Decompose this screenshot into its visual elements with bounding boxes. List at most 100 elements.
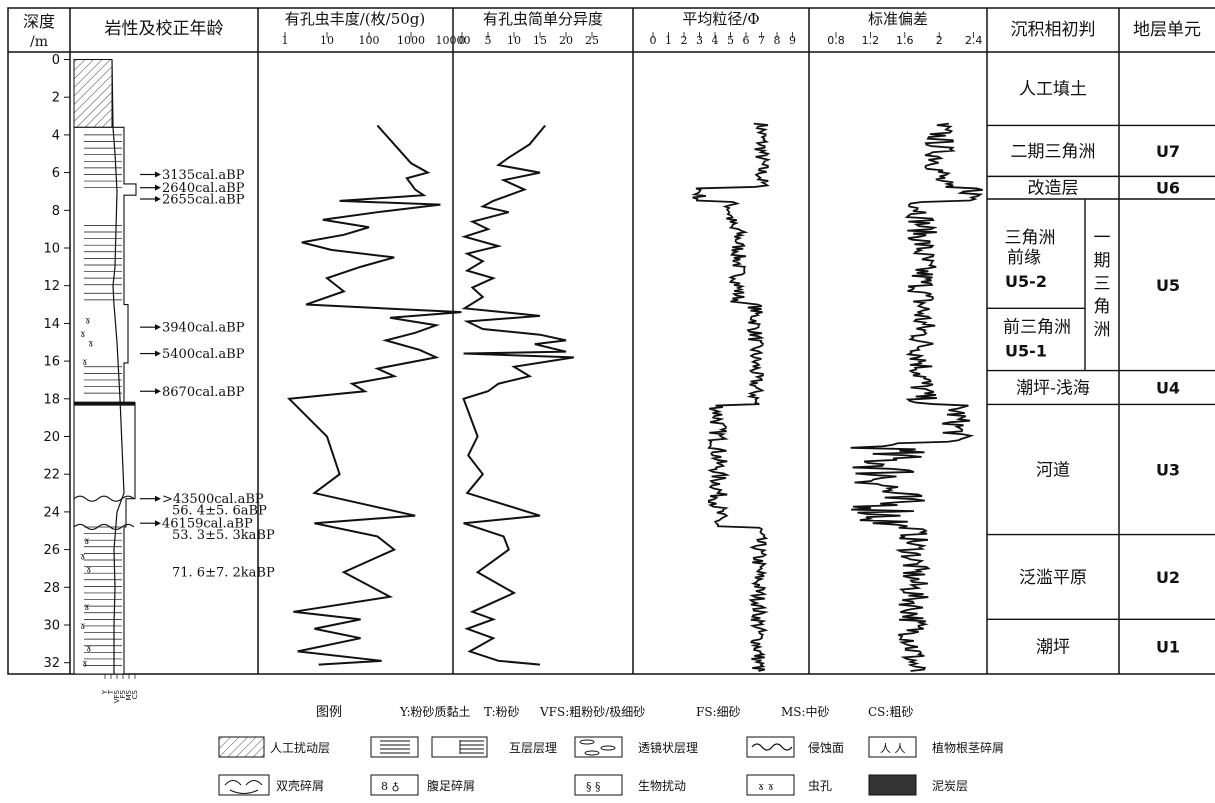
depth-tick-label: 24 (43, 505, 60, 520)
div-tick-label: 15 (533, 34, 547, 47)
unit-label: U6 (1156, 179, 1180, 198)
age-arrowhead (155, 350, 161, 357)
age-label: 46159cal.aBP (162, 517, 253, 532)
legend-lens (579, 739, 595, 745)
legend-burrow-glyph: ɤ ɤ (758, 780, 774, 793)
column-frames (7, 7, 1215, 675)
grain-tick-label: 3 (696, 34, 703, 47)
facies-vertical-char: 一 (1094, 228, 1111, 248)
peat-layer (74, 401, 135, 406)
legend-grain-key: Y:粉砂质黏土 (399, 705, 470, 719)
erosion-surface (73, 495, 135, 502)
header-depth-1: 深度 (23, 12, 55, 31)
legend-label: 生物扰动 (638, 779, 686, 793)
burrow-mark: ɤ (85, 316, 91, 327)
facies-label: 改造层 (1028, 179, 1079, 199)
grain-tick-label: 1 (665, 34, 672, 47)
age-arrowhead (155, 184, 161, 191)
legend-label: 互层层理 (509, 741, 557, 755)
depth-tick-label: 14 (43, 317, 60, 332)
depth-tick-label: 12 (43, 279, 60, 294)
age-label: 3135cal.aBP (162, 168, 245, 183)
sd-tick-label: 2.4 (965, 34, 983, 47)
grain-scale-letter: T (107, 689, 115, 695)
facies-label: 潮坪 (1036, 638, 1070, 658)
header-lith: 岩性及校正年龄 (105, 19, 224, 39)
age-arrowhead (155, 520, 161, 527)
depth-tick-label: 4 (52, 128, 60, 143)
facies-label: 泛滥平原 (1019, 568, 1087, 588)
legend-title: 图例 (316, 705, 342, 720)
unit-label: U2 (1156, 568, 1180, 587)
legend-swatch-erosion (746, 736, 795, 758)
age-label: 5400cal.aBP (162, 347, 245, 362)
header-depth-2: /m (30, 34, 48, 50)
facies-label: 前缘 (1007, 248, 1041, 268)
legend-swatch-interbed-1 (370, 736, 419, 758)
legend-swatch-roots (868, 736, 917, 758)
legend-swatch-burrow (746, 774, 795, 796)
unit-label: U3 (1156, 460, 1180, 479)
div-tick-label: 0 (459, 34, 466, 47)
sd-tick-label: 1.6 (896, 34, 914, 47)
depth-tick-label: 2 (52, 91, 60, 106)
grain-tick-label: 9 (789, 34, 796, 47)
burrow-mark: ɤ (88, 338, 94, 349)
header-grain: 平均粒径/Φ (682, 10, 759, 28)
grain-tick-label: 2 (681, 34, 688, 47)
depth-tick-label: 8 (52, 204, 60, 219)
grain-tick-label: 6 (743, 34, 750, 47)
header-sd: 标准偏差 (868, 10, 928, 28)
facies-label: 潮坪-浅海 (1016, 378, 1090, 398)
legend-swatch-bioturbation (574, 774, 623, 796)
age-arrowhead (155, 388, 161, 395)
legend-label: 虫孔 (808, 779, 832, 793)
age-label: 2655cal.aBP (162, 192, 245, 207)
diversity-curve (461, 124, 574, 666)
age-arrowhead (155, 495, 161, 502)
sd-tick-label: 1.2 (862, 34, 880, 47)
burrow-mark: ɤ (84, 536, 90, 547)
legend-swatch-bivalve (218, 774, 270, 796)
grain-size-curve (691, 122, 771, 672)
burrow-mark: ɤ (86, 644, 92, 655)
grain-tick-label: 0 (650, 34, 657, 47)
depth-tick-label: 0 (52, 53, 60, 68)
div-tick-label: 25 (585, 34, 599, 47)
depth-tick-label: 10 (43, 242, 60, 257)
age-arrowhead (155, 324, 161, 331)
header-abund: 有孔虫丰度/(枚/50g) (285, 10, 426, 28)
sd-tick-label: 0.8 (827, 34, 845, 47)
legend-label: 腹足碎屑 (427, 778, 475, 793)
legend-grain-key: CS:粗砂 (868, 705, 913, 719)
legend-swatch-lenticular (574, 736, 623, 758)
div-tick-label: 20 (559, 34, 573, 47)
unit-label: U1 (1156, 638, 1180, 657)
facies-vertical-char: 三 (1094, 274, 1111, 294)
subunit-label: U5-2 (1005, 272, 1047, 291)
grain-tick-label: 8 (774, 34, 781, 47)
lith-grain-curve (111, 59, 125, 675)
age-label: 2640cal.aBP (162, 181, 245, 196)
facies-vertical-char: 洲 (1094, 320, 1111, 340)
burrow-mark: ɤ (84, 602, 90, 613)
legend-label: 侵蚀面 (808, 740, 844, 755)
age-label: 56. 4±5. 6aBP (172, 504, 267, 519)
age-label: 3940cal.aBP (162, 321, 245, 336)
abund-tick-label: 1000 (397, 34, 425, 47)
age-label: 53. 3±5. 3kaBP (172, 528, 275, 543)
erosion-surface (73, 523, 135, 531)
age-label: 71. 6±7. 2kaBP (172, 566, 275, 581)
fill-layer (73, 59, 113, 128)
burrow-mark: ɤ (80, 551, 86, 562)
subunit-label: U5-1 (1005, 341, 1047, 360)
abund-tick-label: 100 (359, 34, 380, 47)
unit-label: U5 (1156, 276, 1180, 295)
legend-label: 透镜状层理 (638, 740, 698, 755)
facies-label: 二期三角洲 (1011, 142, 1096, 162)
header-diversity: 有孔虫简单分异度 (483, 10, 603, 28)
